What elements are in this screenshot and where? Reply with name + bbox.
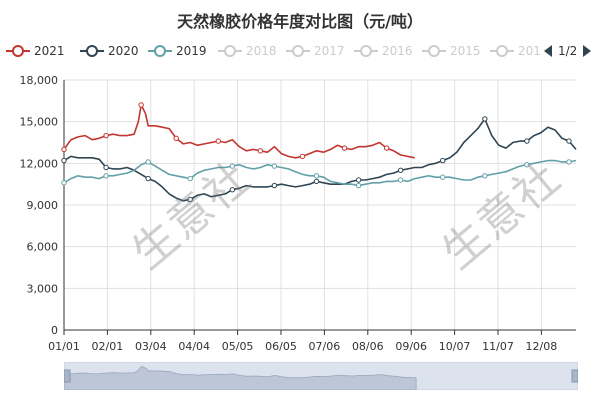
legend-symbol-icon <box>148 45 172 57</box>
data-point-2019 <box>566 159 572 165</box>
prev-page-icon[interactable] <box>544 45 552 57</box>
data-point-2021 <box>383 145 390 151</box>
data-point-2020 <box>61 157 67 164</box>
x-tick-label: 09/06 <box>395 340 427 353</box>
data-point-2019 <box>313 173 320 179</box>
legend-label: 2018 <box>246 44 277 58</box>
legend-item-2020[interactable]: 2020 <box>80 41 139 61</box>
legend-label: 2017 <box>314 44 345 58</box>
data-point-2020 <box>145 175 151 182</box>
data-point-2020 <box>271 182 278 189</box>
y-tick-label: 12,000 <box>20 157 59 170</box>
data-point-2021 <box>341 145 348 151</box>
x-tick-label: 08/06 <box>352 340 384 353</box>
legend-symbol-icon <box>218 45 242 57</box>
legend-item-2019[interactable]: 2019 <box>148 41 207 61</box>
data-point-2020 <box>440 157 446 164</box>
data-point-2021 <box>257 148 264 154</box>
data-point-2019 <box>103 173 109 179</box>
data-point-2019 <box>187 175 193 182</box>
x-tick-label: 01/01 <box>48 340 80 353</box>
data-point-2019 <box>440 174 446 180</box>
legend-pager: 1/2 <box>544 43 592 59</box>
data-point-2019 <box>524 162 530 168</box>
legend-symbol-icon <box>6 45 30 57</box>
data-point-2020 <box>482 116 488 122</box>
data-point-2020 <box>187 196 193 203</box>
legend-item-2021[interactable]: 2021 <box>6 41 65 61</box>
data-point-2019 <box>482 173 488 179</box>
legend-symbol-icon <box>490 45 514 57</box>
data-point-2021 <box>138 102 144 108</box>
legend-item-201[interactable]: 201 <box>490 41 541 61</box>
legend-item-2015[interactable]: 2015 <box>422 41 481 61</box>
data-point-2019 <box>271 163 278 169</box>
zoom-handle-left[interactable] <box>64 369 71 383</box>
data-point-2020 <box>103 164 109 171</box>
data-point-2021 <box>173 135 179 142</box>
legend-item-2017[interactable]: 2017 <box>286 41 345 61</box>
data-point-2020 <box>229 187 236 193</box>
legend-label: 2016 <box>382 44 413 58</box>
x-tick-label: 12/08 <box>526 340 558 353</box>
x-tick-label: 02/01 <box>92 340 124 353</box>
data-point-2020 <box>397 167 404 173</box>
x-tick-label: 04/04 <box>178 340 210 353</box>
data-point-2019 <box>397 177 404 183</box>
data-zoom-slider[interactable] <box>64 362 578 390</box>
legend-label: 2020 <box>108 44 139 58</box>
zoom-preview-area <box>64 365 417 390</box>
x-tick-label: 06/05 <box>265 340 297 353</box>
zoom-handle-right[interactable] <box>571 369 578 383</box>
x-tick-label: 11/07 <box>482 340 514 353</box>
data-point-2020 <box>355 177 362 183</box>
x-tick-label: 07/06 <box>309 340 341 353</box>
y-tick-label: 18,000 <box>20 74 59 87</box>
series-line-2020 <box>63 118 577 202</box>
data-point-2020 <box>524 138 530 144</box>
y-tick-label: 0 <box>51 324 58 337</box>
y-tick-label: 6,000 <box>27 241 59 254</box>
data-point-2021 <box>103 132 109 139</box>
legend-label: 201 <box>518 44 541 58</box>
series-line-2021 <box>63 104 415 159</box>
data-point-2021 <box>61 146 67 153</box>
x-tick-label: 03/04 <box>135 340 167 353</box>
legend-label: 2021 <box>34 44 65 58</box>
x-tick-label: 10/07 <box>439 340 471 353</box>
legend-symbol-icon <box>286 45 310 57</box>
data-point-2021 <box>299 153 306 160</box>
legend: 2021 2020 2019 2018 2017 2016 2015 201 <box>6 41 596 61</box>
legend-symbol-icon <box>354 45 378 57</box>
data-point-2019 <box>61 180 67 186</box>
y-tick-label: 9,000 <box>27 199 59 212</box>
data-point-2021 <box>215 138 222 144</box>
legend-symbol-icon <box>80 45 104 57</box>
legend-label: 2019 <box>176 44 207 58</box>
data-point-2019 <box>355 182 362 189</box>
data-point-2019 <box>145 159 151 165</box>
legend-item-2016[interactable]: 2016 <box>354 41 413 61</box>
x-tick-label: 05/05 <box>222 340 254 353</box>
chart-title: 天然橡胶价格年度对比图（元/吨） <box>177 12 423 31</box>
legend-symbol-icon <box>422 45 446 57</box>
data-point-2020 <box>313 178 320 185</box>
legend-item-2018[interactable]: 2018 <box>218 41 277 61</box>
data-point-2020 <box>566 138 572 144</box>
data-point-2019 <box>229 163 236 169</box>
y-tick-label: 15,000 <box>20 116 59 129</box>
next-page-icon[interactable] <box>583 45 592 57</box>
legend-page-label: 1/2 <box>558 44 578 58</box>
y-tick-label: 3,000 <box>27 282 59 295</box>
legend-label: 2015 <box>450 44 481 58</box>
